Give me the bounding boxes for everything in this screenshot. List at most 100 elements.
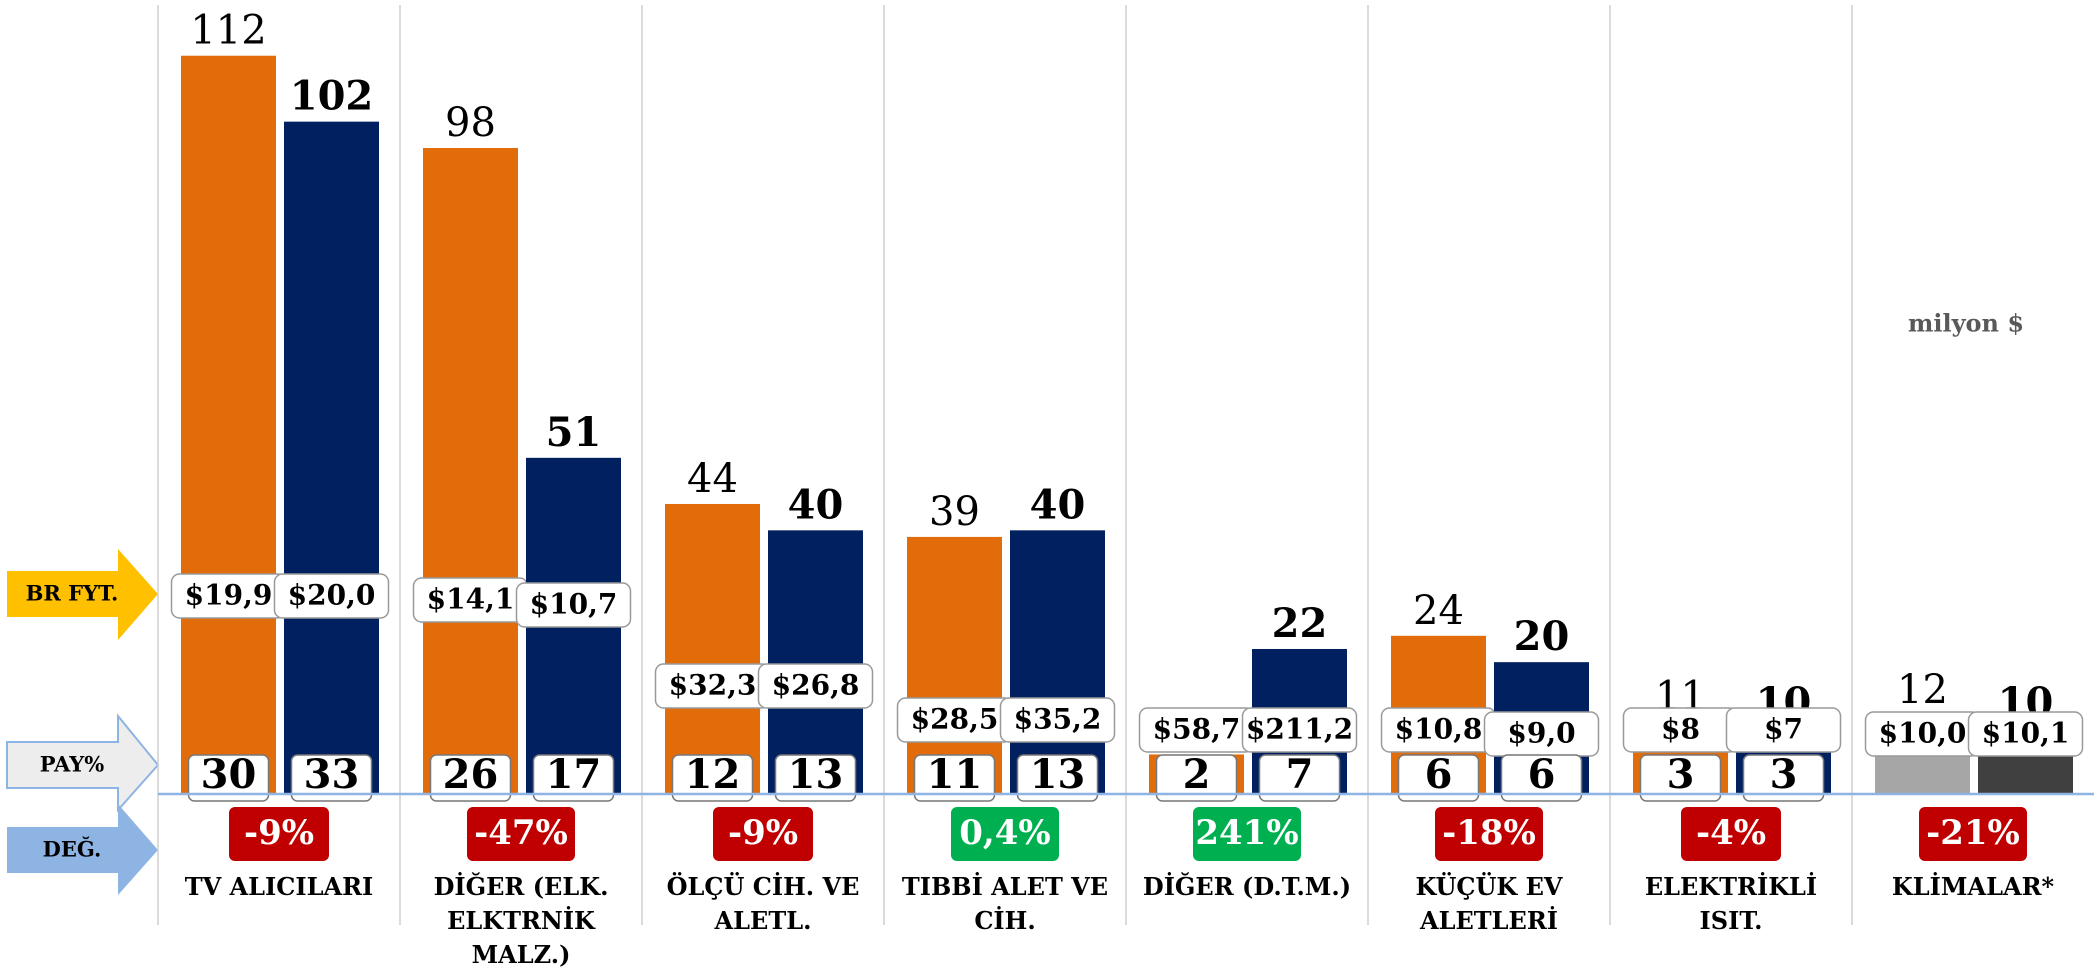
bar (181, 55, 276, 794)
price-box (1725, 707, 1842, 753)
value-label: 12 (1897, 667, 1948, 713)
share-box (429, 754, 512, 802)
share-box (1639, 754, 1722, 802)
row-label: PAY% (40, 752, 105, 777)
price-box (999, 697, 1116, 743)
change-box (1193, 807, 1301, 861)
share-box (1155, 754, 1238, 802)
category-label: DİĞER (D.T.M.) (1142, 872, 1352, 901)
share-label: 33 (304, 751, 360, 798)
price-label: $35,2 (1014, 703, 1102, 736)
share-label: 13 (1030, 751, 1086, 798)
change-box (1681, 807, 1781, 861)
value-label: 22 (1272, 600, 1328, 647)
category-label: TIBBİ ALET VE CİH. (901, 872, 1109, 935)
arrow-share (6, 713, 160, 813)
share-box (1258, 754, 1341, 802)
change-label: -21% (1926, 813, 2020, 853)
change-label: -9% (244, 813, 314, 853)
value-label: 39 (929, 489, 980, 535)
share-box (1742, 754, 1825, 802)
value-label: 24 (1413, 588, 1464, 634)
price-label: $10,0 (1879, 717, 1967, 750)
share-label: 11 (927, 751, 983, 798)
change-box (229, 807, 329, 861)
share-label: 30 (201, 751, 257, 798)
price-box (515, 582, 632, 628)
value-label: 112 (190, 8, 266, 54)
share-box (1397, 754, 1480, 802)
change-box (951, 807, 1059, 861)
price-box (757, 663, 874, 709)
change-box (467, 807, 575, 861)
price-box (1967, 711, 2084, 757)
share-box (671, 754, 754, 802)
share-label: 26 (443, 751, 499, 798)
bar (768, 530, 863, 794)
share-label: 17 (546, 751, 602, 798)
row-label: DEĞ. (43, 837, 102, 862)
change-label: 0,4% (959, 813, 1050, 853)
price-label: $211,2 (1246, 713, 1353, 746)
bar (665, 503, 760, 794)
bar (1010, 530, 1105, 794)
share-box (1016, 754, 1099, 802)
category-label: ÖLÇÜ CİH. VE ALETL. (666, 872, 860, 935)
value-label: 20 (1514, 613, 1570, 660)
arrow-price (7, 549, 158, 640)
share-label: 3 (1667, 751, 1695, 798)
price-label: $10,7 (530, 588, 618, 621)
category-label: DİĞER (ELK. ELKTRNİK MALZ.) (433, 872, 609, 969)
change-box (1435, 807, 1543, 861)
share-box (1500, 754, 1583, 802)
change-label: -9% (728, 813, 798, 853)
value-label: 40 (788, 481, 844, 528)
share-label: 3 (1770, 751, 1798, 798)
share-label: 13 (788, 751, 844, 798)
bar (284, 121, 379, 794)
price-label: $28,5 (911, 703, 999, 736)
value-label: 40 (1030, 481, 1086, 528)
category-label: TV ALICILARI (184, 872, 374, 901)
price-label: $32,3 (669, 669, 757, 702)
category-label: KÜÇÜK EV ALETLERİ (1415, 872, 1563, 935)
price-label: $19,9 (185, 579, 273, 612)
change-label: -4% (1696, 813, 1766, 853)
value-label: 98 (445, 100, 496, 146)
price-box (1241, 707, 1358, 753)
bar (907, 536, 1002, 794)
price-label: $7 (1764, 713, 1803, 746)
share-box (290, 754, 373, 802)
change-box (713, 807, 813, 861)
category-label: ELEKTRİKLİ ISIT. (1644, 872, 1818, 935)
arrow-change (7, 804, 158, 895)
price-box (273, 573, 390, 619)
change-label: -47% (474, 813, 568, 853)
share-label: 2 (1183, 751, 1211, 798)
change-label: 241% (1195, 813, 1298, 853)
annotation: milyon $ (1908, 309, 2024, 338)
share-box (532, 754, 615, 802)
share-box (913, 754, 996, 802)
row-label: BR FYT. (26, 581, 119, 606)
value-label: 102 (290, 73, 374, 120)
share-box (187, 754, 270, 802)
share-label: 6 (1425, 751, 1453, 798)
price-label: $10,1 (1982, 717, 2070, 750)
category-label: KLİMALAR* (1891, 872, 2055, 901)
price-label: $14,1 (427, 583, 515, 616)
bar (423, 148, 518, 794)
share-label: 7 (1286, 751, 1314, 798)
price-label: $20,0 (288, 579, 376, 612)
price-label: $8 (1661, 713, 1700, 746)
value-label: 44 (687, 456, 738, 502)
price-label: $58,7 (1153, 713, 1241, 746)
price-label: $26,8 (772, 669, 860, 702)
price-label: $10,8 (1395, 713, 1483, 746)
value-label: 51 (546, 409, 602, 456)
change-box (1919, 807, 2027, 861)
share-label: 12 (685, 751, 741, 798)
price-label: $9,0 (1507, 717, 1575, 750)
